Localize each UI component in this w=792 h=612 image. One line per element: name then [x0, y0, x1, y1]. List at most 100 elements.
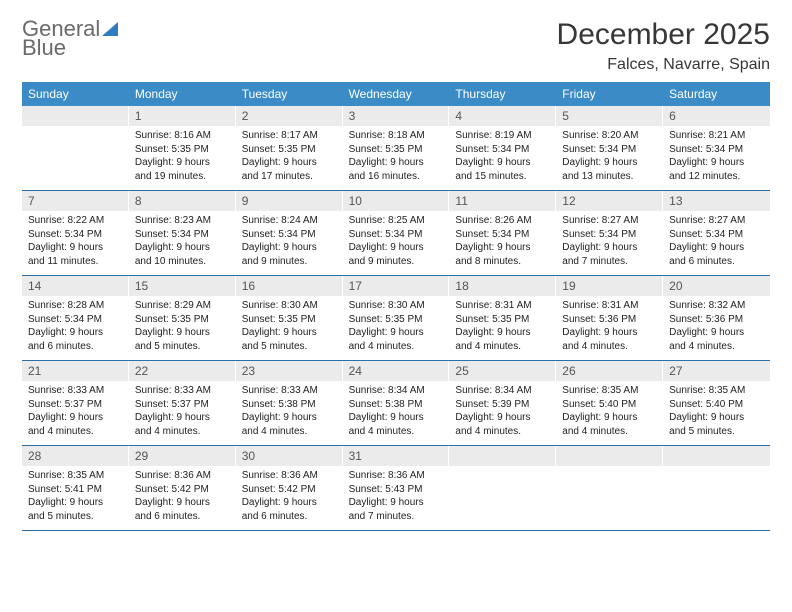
day-number: 4	[449, 106, 556, 126]
weekday-label: Thursday	[449, 82, 556, 106]
sunrise-text: Sunrise: 8:27 AM	[562, 214, 657, 228]
sunrise-text: Sunrise: 8:35 AM	[669, 384, 764, 398]
daylight-text: and 13 minutes.	[562, 170, 657, 184]
day-info: Sunrise: 8:21 AMSunset: 5:34 PMDaylight:…	[663, 126, 770, 189]
calendar-cell	[556, 446, 663, 530]
calendar-week: 28Sunrise: 8:35 AMSunset: 5:41 PMDayligh…	[22, 446, 770, 531]
sunset-text: Sunset: 5:41 PM	[28, 483, 123, 497]
sunrise-text: Sunrise: 8:30 AM	[242, 299, 337, 313]
daylight-text: and 6 minutes.	[28, 340, 123, 354]
day-number: 11	[449, 191, 556, 211]
daylight-text: and 5 minutes.	[28, 510, 123, 524]
daylight-text: Daylight: 9 hours	[669, 411, 764, 425]
day-info: Sunrise: 8:23 AMSunset: 5:34 PMDaylight:…	[129, 211, 236, 274]
sunset-text: Sunset: 5:35 PM	[349, 143, 444, 157]
day-info: Sunrise: 8:25 AMSunset: 5:34 PMDaylight:…	[343, 211, 450, 274]
day-info: Sunrise: 8:22 AMSunset: 5:34 PMDaylight:…	[22, 211, 129, 274]
weekday-label: Friday	[556, 82, 663, 106]
sunset-text: Sunset: 5:34 PM	[349, 228, 444, 242]
calendar-cell	[22, 106, 129, 190]
daylight-text: and 6 minutes.	[242, 510, 337, 524]
day-number: 28	[22, 446, 129, 466]
daylight-text: Daylight: 9 hours	[242, 241, 337, 255]
sunrise-text: Sunrise: 8:35 AM	[28, 469, 123, 483]
calendar-cell: 1Sunrise: 8:16 AMSunset: 5:35 PMDaylight…	[129, 106, 236, 190]
sunset-text: Sunset: 5:34 PM	[562, 143, 657, 157]
day-number	[663, 446, 770, 466]
calendar-cell: 3Sunrise: 8:18 AMSunset: 5:35 PMDaylight…	[343, 106, 450, 190]
sunset-text: Sunset: 5:35 PM	[242, 313, 337, 327]
day-number: 5	[556, 106, 663, 126]
sunset-text: Sunset: 5:42 PM	[135, 483, 230, 497]
sunset-text: Sunset: 5:34 PM	[28, 313, 123, 327]
daylight-text: Daylight: 9 hours	[242, 326, 337, 340]
daylight-text: and 4 minutes.	[455, 425, 550, 439]
calendar-cell: 20Sunrise: 8:32 AMSunset: 5:36 PMDayligh…	[663, 276, 770, 360]
day-number: 2	[236, 106, 343, 126]
daylight-text: and 5 minutes.	[669, 425, 764, 439]
day-number: 1	[129, 106, 236, 126]
daylight-text: and 4 minutes.	[28, 425, 123, 439]
calendar-week: 21Sunrise: 8:33 AMSunset: 5:37 PMDayligh…	[22, 361, 770, 446]
sunrise-text: Sunrise: 8:33 AM	[28, 384, 123, 398]
calendar-cell: 9Sunrise: 8:24 AMSunset: 5:34 PMDaylight…	[236, 191, 343, 275]
sunset-text: Sunset: 5:37 PM	[135, 398, 230, 412]
day-number: 3	[343, 106, 450, 126]
sunrise-text: Sunrise: 8:29 AM	[135, 299, 230, 313]
day-info: Sunrise: 8:36 AMSunset: 5:43 PMDaylight:…	[343, 466, 450, 529]
daylight-text: Daylight: 9 hours	[242, 156, 337, 170]
day-number: 6	[663, 106, 770, 126]
calendar-cell: 30Sunrise: 8:36 AMSunset: 5:42 PMDayligh…	[236, 446, 343, 530]
calendar-cell	[663, 446, 770, 530]
daylight-text: Daylight: 9 hours	[135, 411, 230, 425]
daylight-text: and 6 minutes.	[669, 255, 764, 269]
day-info: Sunrise: 8:32 AMSunset: 5:36 PMDaylight:…	[663, 296, 770, 359]
day-number: 29	[129, 446, 236, 466]
sunrise-text: Sunrise: 8:20 AM	[562, 129, 657, 143]
day-info: Sunrise: 8:27 AMSunset: 5:34 PMDaylight:…	[556, 211, 663, 274]
calendar-cell: 6Sunrise: 8:21 AMSunset: 5:34 PMDaylight…	[663, 106, 770, 190]
sunrise-text: Sunrise: 8:18 AM	[349, 129, 444, 143]
sunset-text: Sunset: 5:40 PM	[669, 398, 764, 412]
sunrise-text: Sunrise: 8:30 AM	[349, 299, 444, 313]
weekday-header: Sunday Monday Tuesday Wednesday Thursday…	[22, 82, 770, 106]
calendar-cell	[449, 446, 556, 530]
day-number: 10	[343, 191, 450, 211]
calendar-cell: 7Sunrise: 8:22 AMSunset: 5:34 PMDaylight…	[22, 191, 129, 275]
sunrise-text: Sunrise: 8:23 AM	[135, 214, 230, 228]
daylight-text: Daylight: 9 hours	[28, 241, 123, 255]
title-block: December 2025 Falces, Navarre, Spain	[557, 18, 770, 74]
daylight-text: and 4 minutes.	[349, 340, 444, 354]
daylight-text: Daylight: 9 hours	[669, 156, 764, 170]
daylight-text: and 19 minutes.	[135, 170, 230, 184]
sunset-text: Sunset: 5:35 PM	[455, 313, 550, 327]
calendar-cell: 13Sunrise: 8:27 AMSunset: 5:34 PMDayligh…	[663, 191, 770, 275]
day-number: 12	[556, 191, 663, 211]
sunrise-text: Sunrise: 8:22 AM	[28, 214, 123, 228]
daylight-text: and 5 minutes.	[242, 340, 337, 354]
sunrise-text: Sunrise: 8:16 AM	[135, 129, 230, 143]
daylight-text: Daylight: 9 hours	[562, 326, 657, 340]
calendar-cell: 22Sunrise: 8:33 AMSunset: 5:37 PMDayligh…	[129, 361, 236, 445]
day-number: 8	[129, 191, 236, 211]
sunrise-text: Sunrise: 8:26 AM	[455, 214, 550, 228]
sunset-text: Sunset: 5:34 PM	[669, 143, 764, 157]
sunrise-text: Sunrise: 8:34 AM	[455, 384, 550, 398]
daylight-text: Daylight: 9 hours	[455, 326, 550, 340]
calendar-cell: 11Sunrise: 8:26 AMSunset: 5:34 PMDayligh…	[449, 191, 556, 275]
sunset-text: Sunset: 5:35 PM	[242, 143, 337, 157]
day-info: Sunrise: 8:31 AMSunset: 5:35 PMDaylight:…	[449, 296, 556, 359]
daylight-text: Daylight: 9 hours	[349, 411, 444, 425]
sunrise-text: Sunrise: 8:27 AM	[669, 214, 764, 228]
sunset-text: Sunset: 5:34 PM	[135, 228, 230, 242]
sunrise-text: Sunrise: 8:31 AM	[562, 299, 657, 313]
sunrise-text: Sunrise: 8:21 AM	[669, 129, 764, 143]
daylight-text: and 17 minutes.	[242, 170, 337, 184]
sunset-text: Sunset: 5:39 PM	[455, 398, 550, 412]
day-info: Sunrise: 8:34 AMSunset: 5:38 PMDaylight:…	[343, 381, 450, 444]
calendar-week: 1Sunrise: 8:16 AMSunset: 5:35 PMDaylight…	[22, 106, 770, 191]
day-info: Sunrise: 8:30 AMSunset: 5:35 PMDaylight:…	[343, 296, 450, 359]
daylight-text: Daylight: 9 hours	[135, 326, 230, 340]
calendar-cell: 29Sunrise: 8:36 AMSunset: 5:42 PMDayligh…	[129, 446, 236, 530]
daylight-text: Daylight: 9 hours	[349, 241, 444, 255]
